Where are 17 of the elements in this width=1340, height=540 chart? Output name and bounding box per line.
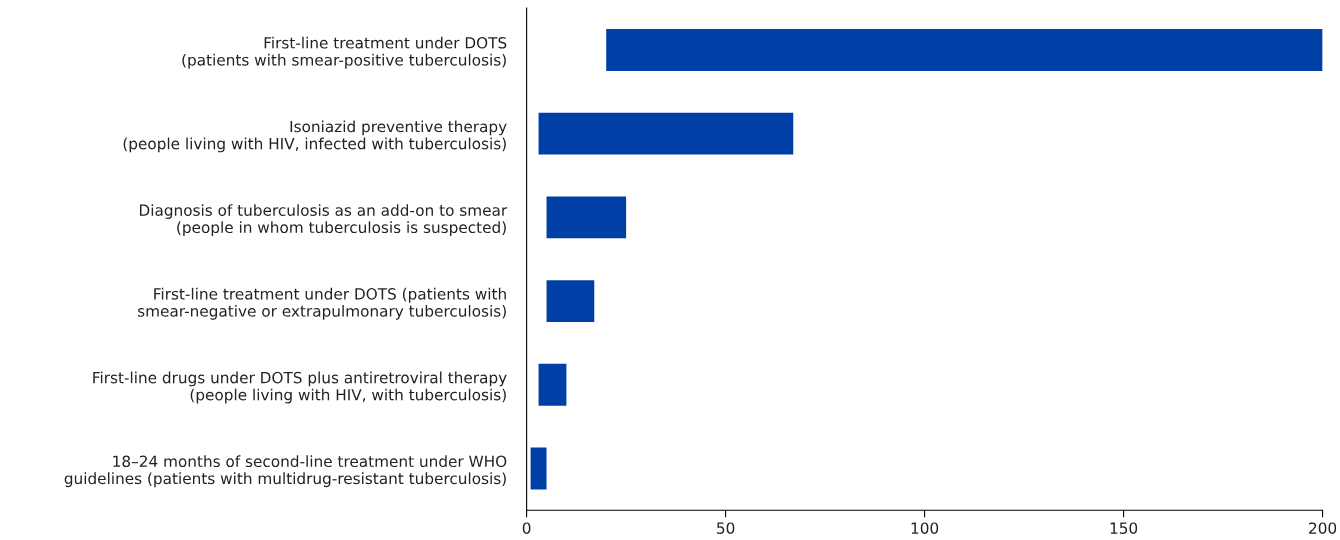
y-tick-label: First-line treatment under DOTS (patients with smear-negative or extrapulmonary tuberculosis) bbox=[138, 287, 506, 320]
y-tick-label: Diagnosis of tuberculosis as an add-on to smear (people in whom tuberculosis is suspected) bbox=[139, 204, 508, 237]
y-tick-label: First-line drugs under DOTS plus antiretroviral therapy (people living with HIV, with tuberculosis) bbox=[93, 371, 507, 404]
bar bbox=[530, 447, 547, 490]
x-tick-label: 100 bbox=[911, 522, 939, 534]
bar bbox=[538, 112, 794, 155]
y-tick-label: First-line treatment under DOTS (patients with smear-positive tuberculosis) bbox=[182, 36, 507, 69]
y-tick-label: Isoniazid preventive therapy (people living with HIV, infected with tuberculosis) bbox=[123, 120, 507, 153]
x-tick-label: 50 bbox=[717, 522, 735, 534]
bar bbox=[546, 196, 627, 239]
bar bbox=[606, 29, 1323, 71]
x-tick-label: 0 bbox=[522, 522, 531, 534]
x-tick-label: 200 bbox=[1309, 522, 1337, 534]
y-tick-label: 18–24 months of second-line treatment under WHO guidelines (patients with multidrug-resistant tuberculosis) bbox=[64, 455, 507, 488]
bar bbox=[546, 280, 595, 322]
bar bbox=[538, 363, 567, 406]
x-tick-label: 150 bbox=[1110, 522, 1138, 534]
